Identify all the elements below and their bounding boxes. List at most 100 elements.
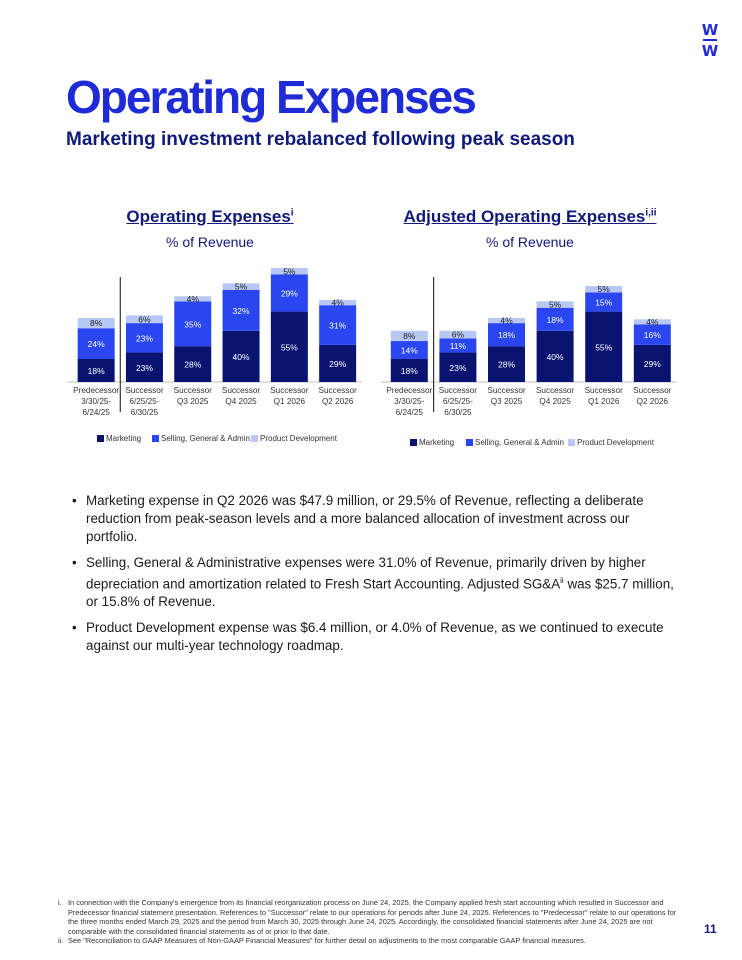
category-label: Q3 2025 xyxy=(491,397,523,406)
data-label: 28% xyxy=(498,360,515,370)
category-label: Successor xyxy=(487,386,525,395)
data-label: 23% xyxy=(449,363,466,373)
bar-sga xyxy=(439,338,477,353)
charts-canvas: 18% 24% 8% Predecessor 3/30/25- 6/24/25 23% 23%… xyxy=(68,266,677,447)
bar-product-development xyxy=(319,300,357,306)
bar-marketing xyxy=(536,330,574,382)
footnote-text: In connection with the Company's emergen… xyxy=(68,898,677,936)
data-label: 8% xyxy=(90,318,103,328)
data-label: 4% xyxy=(187,294,200,304)
page-subtitle: Marketing investment rebalanced followin… xyxy=(66,129,575,150)
data-label: 15% xyxy=(595,298,612,308)
bar-sga xyxy=(390,341,428,359)
category-label: Q4 2025 xyxy=(539,397,571,406)
bar-marketing xyxy=(585,311,623,382)
category-label: Successor xyxy=(270,386,308,395)
category-label: Successor xyxy=(633,386,671,395)
chart2-title: Adjusted Operating Expensesi,ii xyxy=(385,207,675,227)
logo-bar xyxy=(703,39,717,41)
chart2-title-footnote: i,ii xyxy=(645,207,657,219)
category-label: 6/25/25- xyxy=(443,397,473,406)
data-label: 18% xyxy=(88,366,105,376)
bar-product-development xyxy=(585,286,623,293)
chart1-legend: Marketing Selling, General & Admin Product… xyxy=(97,434,338,443)
bar-product-development xyxy=(174,296,212,302)
data-label: 55% xyxy=(281,342,298,352)
chart1-title-footnote: i xyxy=(290,207,294,219)
bar-product-development xyxy=(390,330,428,342)
data-label: 32% xyxy=(233,306,250,316)
bar-marketing xyxy=(222,330,260,382)
footnote-marker: i. xyxy=(58,898,62,907)
category-label: 6/25/25- xyxy=(129,397,159,406)
chart2-legend: Marketing Selling, General & Admin Product… xyxy=(410,438,655,447)
category-label: Predecessor xyxy=(386,386,432,395)
category-label: Q1 2026 xyxy=(274,397,306,406)
bullet-product-development: Product Development expense was $6.4 mil… xyxy=(70,619,680,655)
bar-marketing xyxy=(77,358,115,382)
category-label: Predecessor xyxy=(73,386,119,395)
data-label: 55% xyxy=(595,342,612,352)
category-label: Successor xyxy=(536,386,574,395)
bar-marketing xyxy=(439,352,477,382)
data-label: 4% xyxy=(332,298,345,308)
legend-label-sga: Selling, General & Admin xyxy=(161,434,250,443)
ww-logo: W W xyxy=(700,22,720,59)
category-label: Successor xyxy=(174,386,212,395)
logo-letter-bottom: W xyxy=(701,42,719,60)
data-label: 5% xyxy=(283,266,296,276)
legend-label-product-development: Product Development xyxy=(260,434,338,443)
category-label: Successor xyxy=(585,386,623,395)
data-label: 6% xyxy=(452,330,465,340)
category-label: Successor xyxy=(439,386,477,395)
bar-product-development xyxy=(77,318,115,329)
data-label: 18% xyxy=(498,330,515,340)
bar-sga xyxy=(222,289,260,331)
bar-sga xyxy=(270,274,308,312)
chart1-title: Operating Expensesi xyxy=(85,207,335,227)
bar-marketing xyxy=(488,346,525,382)
bar-product-development xyxy=(125,315,163,324)
bullet-sga: Selling, General & Administrative expens… xyxy=(70,554,680,611)
category-label: Q3 2025 xyxy=(177,397,209,406)
data-label: 6% xyxy=(138,314,151,324)
chart2-title-text: Adjusted Operating Expenses xyxy=(403,207,646,226)
bar-marketing xyxy=(633,344,671,382)
chart2-subtitle: % of Revenue xyxy=(486,234,574,250)
chart1-plot: 18% 24% 8% Predecessor 3/30/25- 6/24/25 23% 23%… xyxy=(68,266,362,443)
data-label: 40% xyxy=(547,352,564,362)
data-label: 24% xyxy=(88,339,105,349)
data-label: 5% xyxy=(549,300,562,310)
bar-marketing xyxy=(174,346,212,382)
chart1-title-text: Operating Expenses xyxy=(126,207,291,226)
bar-marketing xyxy=(270,311,308,382)
bar-product-development xyxy=(488,318,525,324)
data-label: 23% xyxy=(136,363,153,373)
data-label: 16% xyxy=(644,330,661,340)
data-label: 4% xyxy=(500,316,513,326)
bar-product-development xyxy=(633,319,671,325)
data-label: 40% xyxy=(233,352,250,362)
data-label: 4% xyxy=(646,317,659,327)
chart1-subtitle: % of Revenue xyxy=(166,234,254,250)
legend-swatch-product-development xyxy=(568,439,575,446)
bullet-sga-footnote: ii xyxy=(560,576,564,585)
category-label: Q2 2026 xyxy=(322,397,354,406)
legend-label-marketing: Marketing xyxy=(106,434,141,443)
data-label: 29% xyxy=(644,359,661,369)
category-label: 6/24/25 xyxy=(396,408,424,417)
legend-label-product-development: Product Development xyxy=(577,438,655,447)
legend-swatch-marketing xyxy=(97,435,104,442)
category-label: 6/24/25 xyxy=(82,408,110,417)
bar-product-development xyxy=(536,301,574,308)
bullet-sga-text: Selling, General & Administrative expens… xyxy=(86,555,646,592)
bar-sga xyxy=(488,323,525,347)
legend-label-marketing: Marketing xyxy=(419,438,454,447)
footnote-i: i. In connection with the Company's emerg… xyxy=(58,898,688,936)
bar-marketing xyxy=(125,352,163,382)
data-label: 35% xyxy=(184,319,201,329)
category-label: Q4 2025 xyxy=(225,397,257,406)
legend-swatch-marketing xyxy=(410,439,417,446)
category-label: Q1 2026 xyxy=(588,397,620,406)
data-label: 28% xyxy=(184,360,201,370)
